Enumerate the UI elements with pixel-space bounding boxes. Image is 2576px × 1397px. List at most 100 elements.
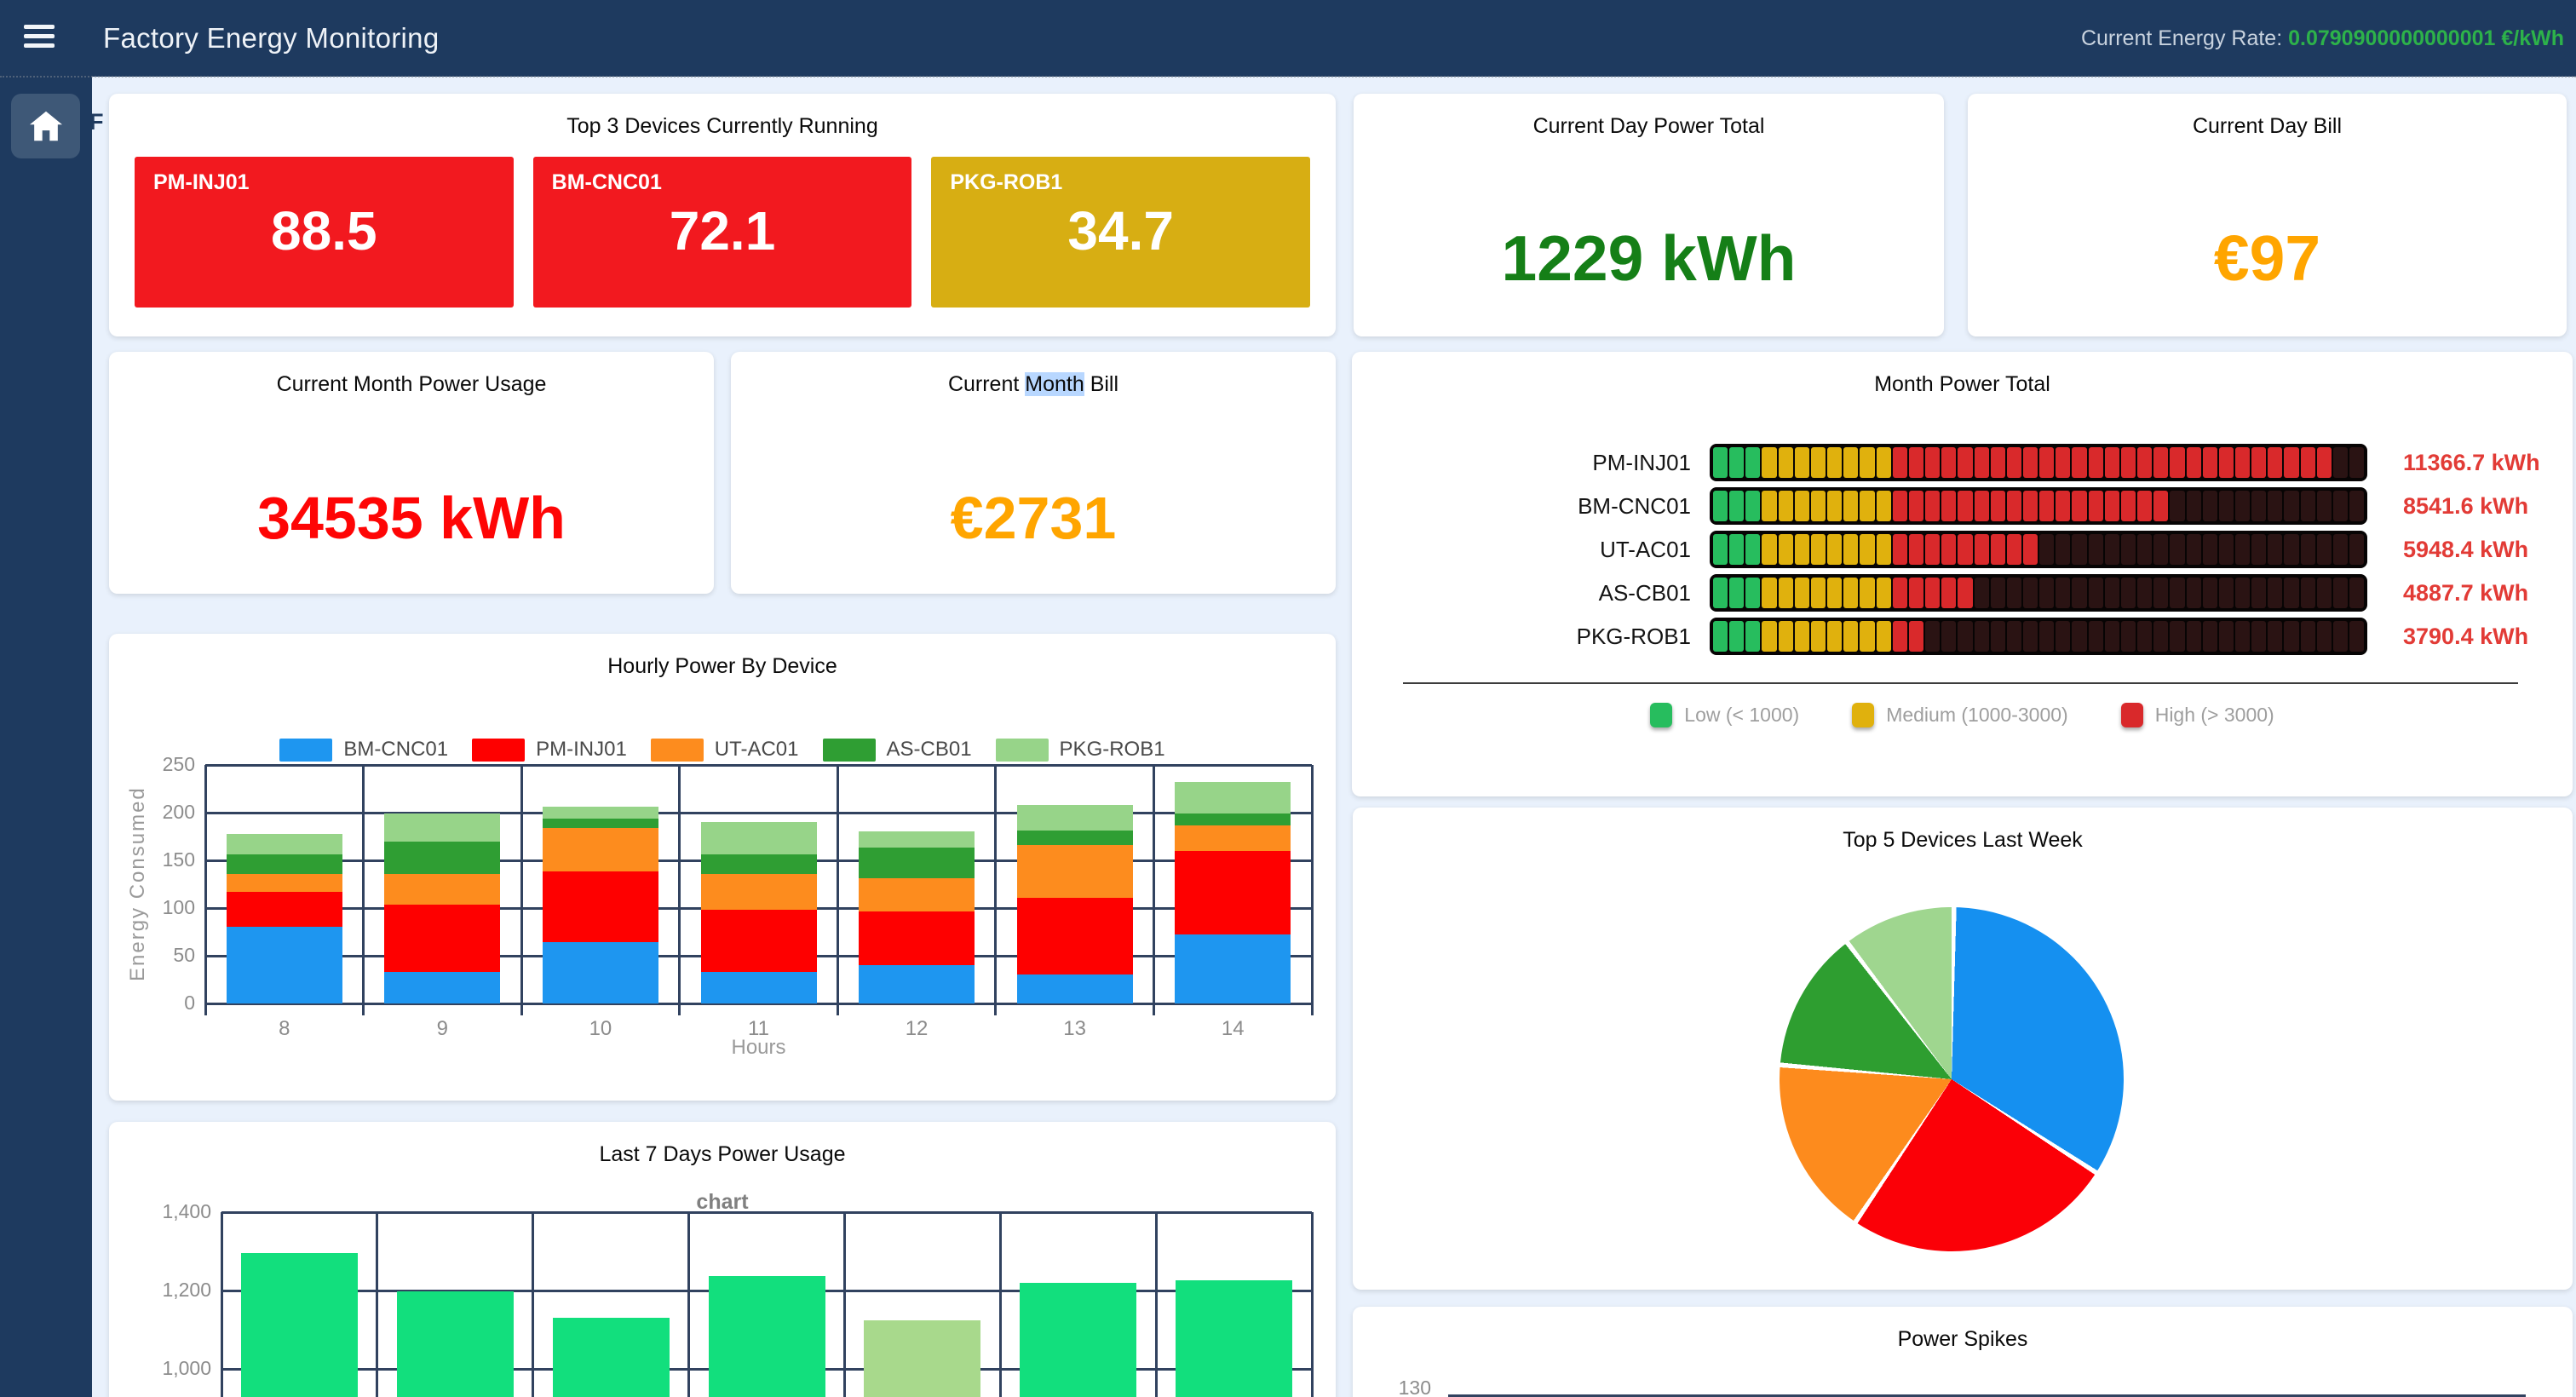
device-tile-value: 88.5 <box>135 199 514 262</box>
month-device-bar[interactable] <box>1710 487 2367 525</box>
legend-item[interactable]: AS-CB01 <box>823 738 972 762</box>
bar-segment <box>1795 491 1809 521</box>
bar-segment <box>1795 447 1809 478</box>
y-tick-label: 1,000 <box>143 1357 211 1380</box>
bar-segment <box>2203 578 2217 608</box>
bar-segment <box>227 874 342 892</box>
month-device-value: 3790.4 kWh <box>2403 624 2528 650</box>
bar-segment <box>1893 534 1907 565</box>
bar-segment <box>701 854 817 873</box>
bar-segment <box>1909 491 1923 521</box>
bar-segment <box>1941 447 1956 478</box>
weekly-bar[interactable] <box>241 1253 358 1397</box>
home-button[interactable] <box>11 94 80 158</box>
bar-segment <box>859 911 975 965</box>
bar-segment <box>2153 491 2168 521</box>
legend-item[interactable]: PM-INJ01 <box>472 738 627 762</box>
month-device-bar[interactable] <box>1710 618 2367 655</box>
stacked-bar[interactable] <box>859 831 975 1003</box>
bar-segment <box>1909 621 1923 652</box>
device-tile[interactable]: PM-INJ0188.5 <box>135 157 514 308</box>
bar-segment <box>1811 491 1826 521</box>
stacked-bar[interactable] <box>1017 805 1133 1003</box>
y-tick-label: 200 <box>135 801 195 824</box>
bar-segment <box>2349 621 2364 652</box>
bar-segment <box>1175 813 1291 825</box>
grid-line-v <box>1311 1212 1314 1397</box>
bar-segment <box>1893 491 1907 521</box>
hourly-legend: BM-CNC01 PM-INJ01 UT-AC01 AS-CB01 PKG-ROB1 <box>109 738 1336 762</box>
weekly-bar[interactable] <box>397 1291 514 1397</box>
grid-line-v <box>1311 765 1314 1015</box>
weekly-bar[interactable] <box>1176 1280 1292 1397</box>
bar-segment <box>2007 534 2021 565</box>
bar-segment <box>1175 851 1291 935</box>
factory-energy-dashboard: Factory Energy Monitoring Current Energy… <box>0 0 2576 1397</box>
bar-segment <box>2137 534 2152 565</box>
device-tile-name: BM-CNC01 <box>552 170 662 195</box>
grid-line-v <box>376 1212 378 1397</box>
bar-segment <box>2056 621 2070 652</box>
month-device-bar[interactable] <box>1710 444 2367 481</box>
selected-text: Month <box>1025 372 1084 396</box>
bar-segment <box>2301 491 2315 521</box>
menu-bar <box>24 34 55 38</box>
bar-segment <box>2187 578 2201 608</box>
device-tile[interactable]: BM-CNC0172.1 <box>533 157 912 308</box>
bar-segment <box>2251 621 2266 652</box>
month-device-label: BM-CNC01 <box>1352 493 1691 520</box>
bar-segment <box>1909 447 1923 478</box>
weekly-bar[interactable] <box>709 1276 825 1397</box>
grid-line-v <box>520 765 523 1015</box>
weekly-bar[interactable] <box>1020 1283 1136 1397</box>
month-device-value: 11366.7 kWh <box>2403 450 2540 476</box>
bar-segment <box>1729 621 1744 652</box>
bar-segment <box>2056 447 2070 478</box>
bar-segment <box>2301 534 2315 565</box>
stacked-bar[interactable] <box>1175 782 1291 1003</box>
bar-segment <box>2349 578 2364 608</box>
month-device-label: PM-INJ01 <box>1352 450 1691 476</box>
bar-segment <box>1175 934 1291 1003</box>
device-tile[interactable]: PKG-ROB134.7 <box>931 157 1310 308</box>
card-title: Last 7 Days Power Usage <box>109 1142 1336 1167</box>
bar-segment <box>1991 447 2005 478</box>
weekly-bar[interactable] <box>553 1318 670 1397</box>
month-device-bar[interactable] <box>1710 531 2367 568</box>
bar-segment <box>2333 534 2348 565</box>
bar-segment <box>2039 491 2054 521</box>
month-device-value: 4887.7 kWh <box>2403 580 2528 607</box>
legend-label: AS-CB01 <box>887 738 972 762</box>
pie-chart[interactable] <box>1780 907 2124 1251</box>
bar-segment <box>1991 621 2005 652</box>
stacked-bar[interactable] <box>227 834 342 1003</box>
energy-rate-value: 0.0790900000000001 €/kWh <box>2288 26 2564 50</box>
bar-segment <box>2137 447 2152 478</box>
stacked-bar[interactable] <box>701 822 817 1003</box>
bar-segment <box>1762 447 1776 478</box>
month-device-bar[interactable] <box>1710 574 2367 612</box>
bar-segment <box>1958 621 1972 652</box>
bar-segment <box>701 972 817 1003</box>
bar-segment <box>2153 621 2168 652</box>
bar-segment <box>1811 534 1826 565</box>
legend-item[interactable]: UT-AC01 <box>651 738 799 762</box>
menu-icon[interactable] <box>24 25 55 52</box>
stacked-bar[interactable] <box>543 807 658 1003</box>
legend-item[interactable]: PKG-ROB1 <box>996 738 1165 762</box>
bar-segment <box>2121 621 2136 652</box>
legend-swatch <box>1650 703 1672 727</box>
bar-segment <box>1762 534 1776 565</box>
bar-segment <box>1017 845 1133 898</box>
legend-item[interactable]: BM-CNC01 <box>279 738 448 762</box>
bar-segment <box>384 874 500 905</box>
energy-rate-number: 0.0790900000000001 <box>2288 26 2495 50</box>
bar-segment <box>227 927 342 1003</box>
legend-item: High (> 3000) <box>2121 703 2274 727</box>
bar-segment <box>1729 534 1744 565</box>
bar-segment <box>1958 534 1972 565</box>
bar-segment <box>2301 447 2315 478</box>
stacked-bar[interactable] <box>384 813 500 1003</box>
title-text: Bill <box>1084 372 1118 396</box>
weekly-bar[interactable] <box>864 1320 980 1397</box>
